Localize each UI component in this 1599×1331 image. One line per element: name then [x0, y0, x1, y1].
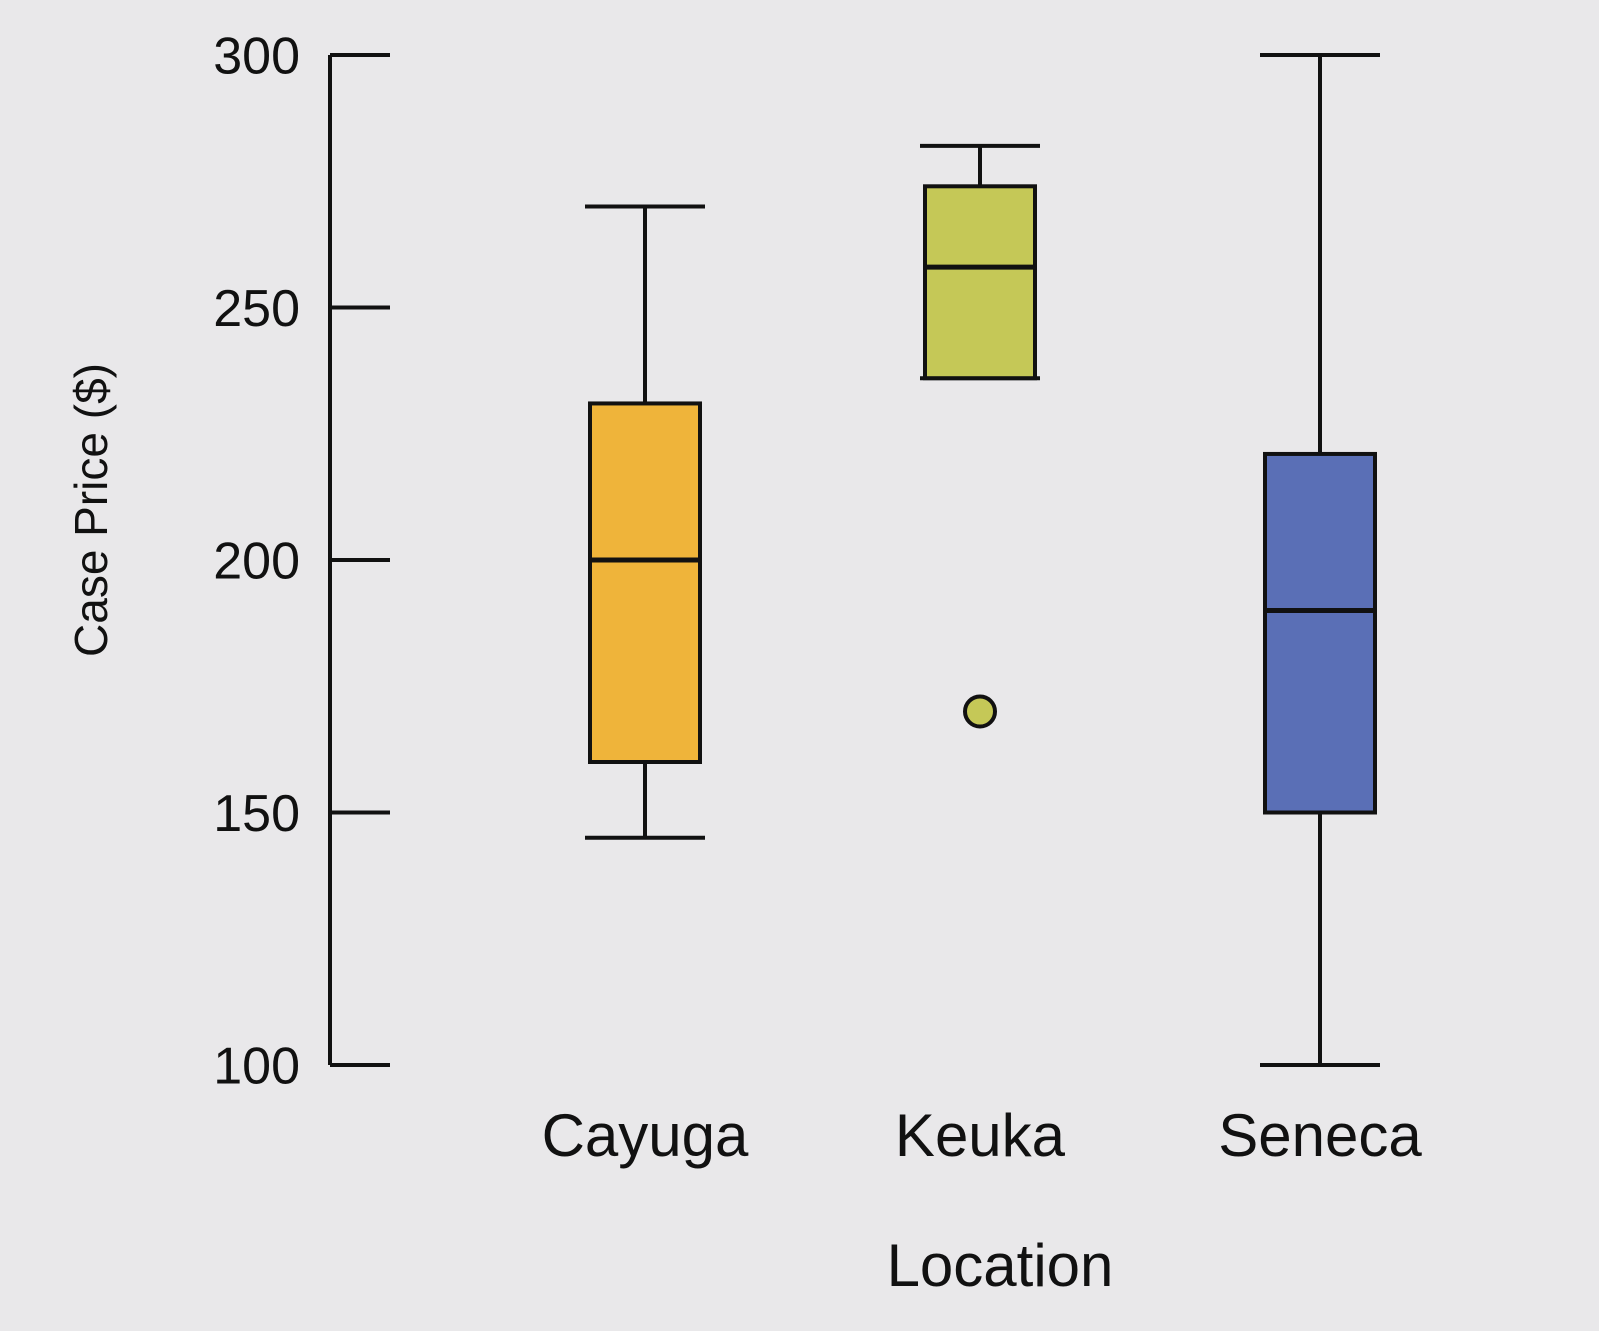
box: [923, 184, 1037, 381]
x-tick-label: Keuka: [895, 1102, 1066, 1169]
x-tick-label: Seneca: [1218, 1102, 1422, 1169]
outlier: [963, 694, 997, 729]
x-tick-label: Cayuga: [542, 1102, 749, 1169]
box: [1263, 451, 1377, 815]
box: [588, 401, 702, 764]
y-tick-label: 100: [213, 1038, 300, 1096]
x-axis-title: Location: [887, 1232, 1114, 1299]
y-tick-label: 150: [213, 785, 300, 843]
y-tick-label: 250: [213, 280, 300, 338]
y-tick-label: 200: [213, 533, 300, 591]
y-tick-label: 300: [213, 28, 300, 86]
y-axis-title: Case Price ($): [65, 363, 117, 657]
